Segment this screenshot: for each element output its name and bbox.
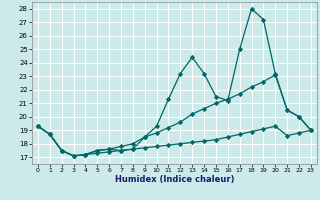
X-axis label: Humidex (Indice chaleur): Humidex (Indice chaleur) — [115, 175, 234, 184]
